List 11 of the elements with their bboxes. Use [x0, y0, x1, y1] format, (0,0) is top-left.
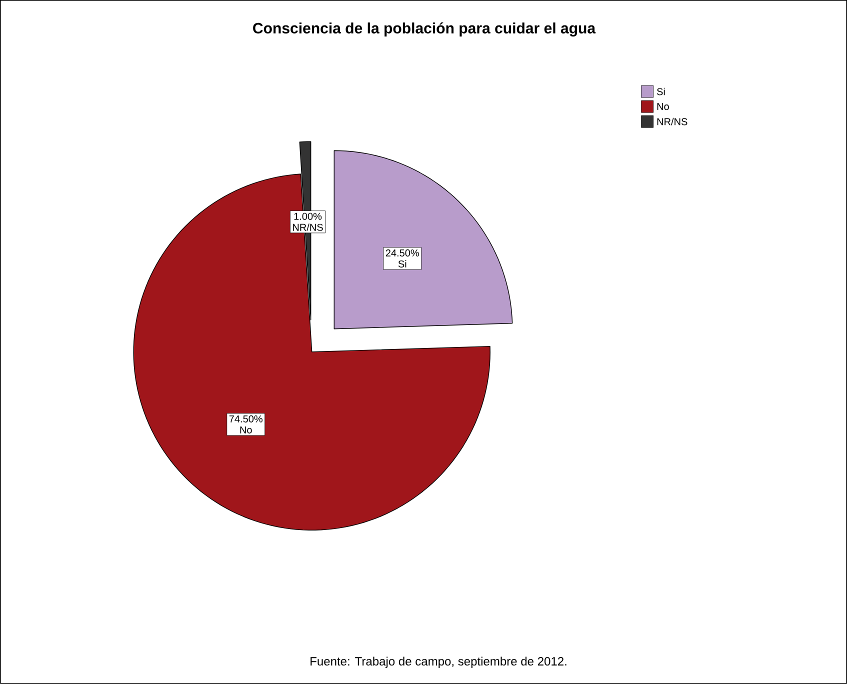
data-label: 74.50% [229, 415, 262, 423]
data-label: 1.00% [294, 212, 322, 220]
slice-label: NR/NS [293, 224, 323, 232]
source-note: Fuente: Trabajo de campo, septiembre de 2012. [310, 656, 566, 668]
slice-label: Si [398, 260, 406, 268]
chart-title: Consciencia de la población para cuidar el agua [253, 22, 596, 37]
legend-label: NR/NS [657, 118, 688, 126]
legend-label: No [657, 103, 669, 110]
legend-label: Si [656, 88, 665, 96]
slice-label: No [240, 426, 252, 434]
data-label: 24.50% [386, 250, 420, 257]
